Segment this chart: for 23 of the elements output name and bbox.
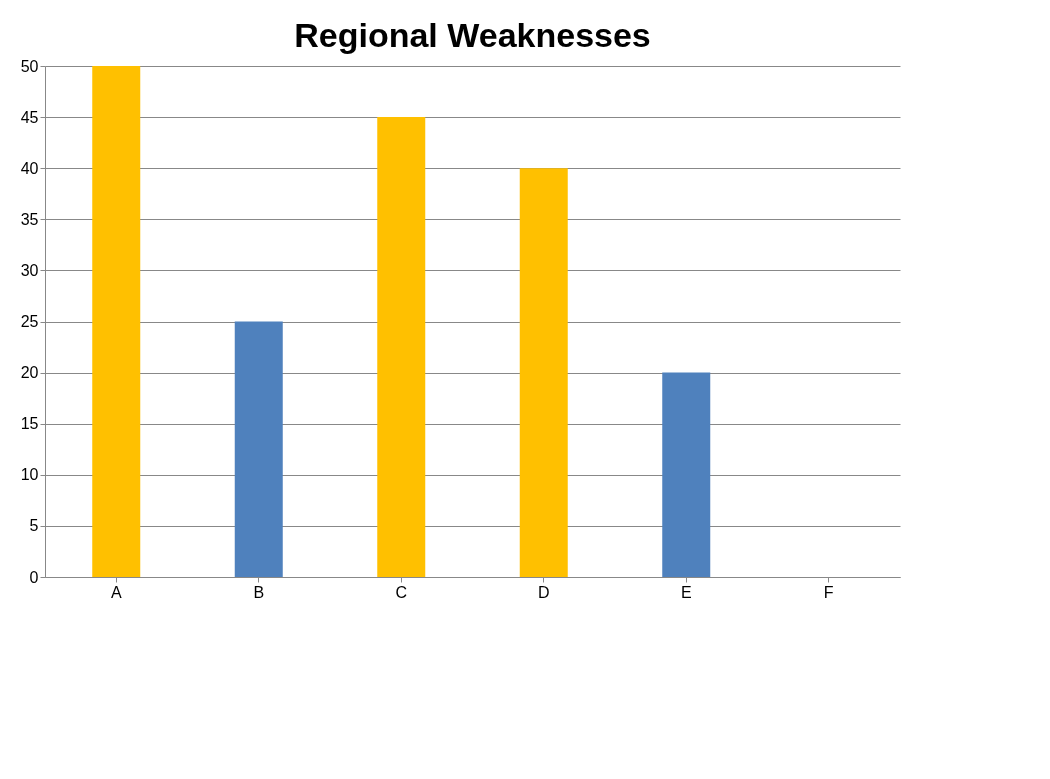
bar [92,66,141,577]
bar [662,372,711,577]
x-tick-label: C [395,583,408,601]
chart-title: Regional Weaknesses [294,16,651,54]
y-tick-label: 30 [20,261,39,279]
x-tick-label: D [537,583,550,601]
bar [519,168,568,577]
y-tick-label: 20 [20,364,39,382]
x-tick-label: F [823,583,834,601]
y-tick-label: 5 [29,517,39,535]
y-tick-label: 40 [20,159,39,177]
y-tick-label: 25 [20,313,39,330]
bar [234,321,283,577]
y-tick-label: 10 [20,466,39,484]
y-tick-label: 0 [29,568,39,586]
x-tick-label: B [253,583,265,601]
y-tick-label: 15 [20,415,39,433]
y-tick-label: 35 [20,210,39,228]
y-tick-label: 45 [20,108,39,126]
y-tick-label: 50 [20,57,39,75]
x-tick-label: A [110,583,122,601]
bar [377,117,426,577]
x-tick-label: E [680,583,692,601]
